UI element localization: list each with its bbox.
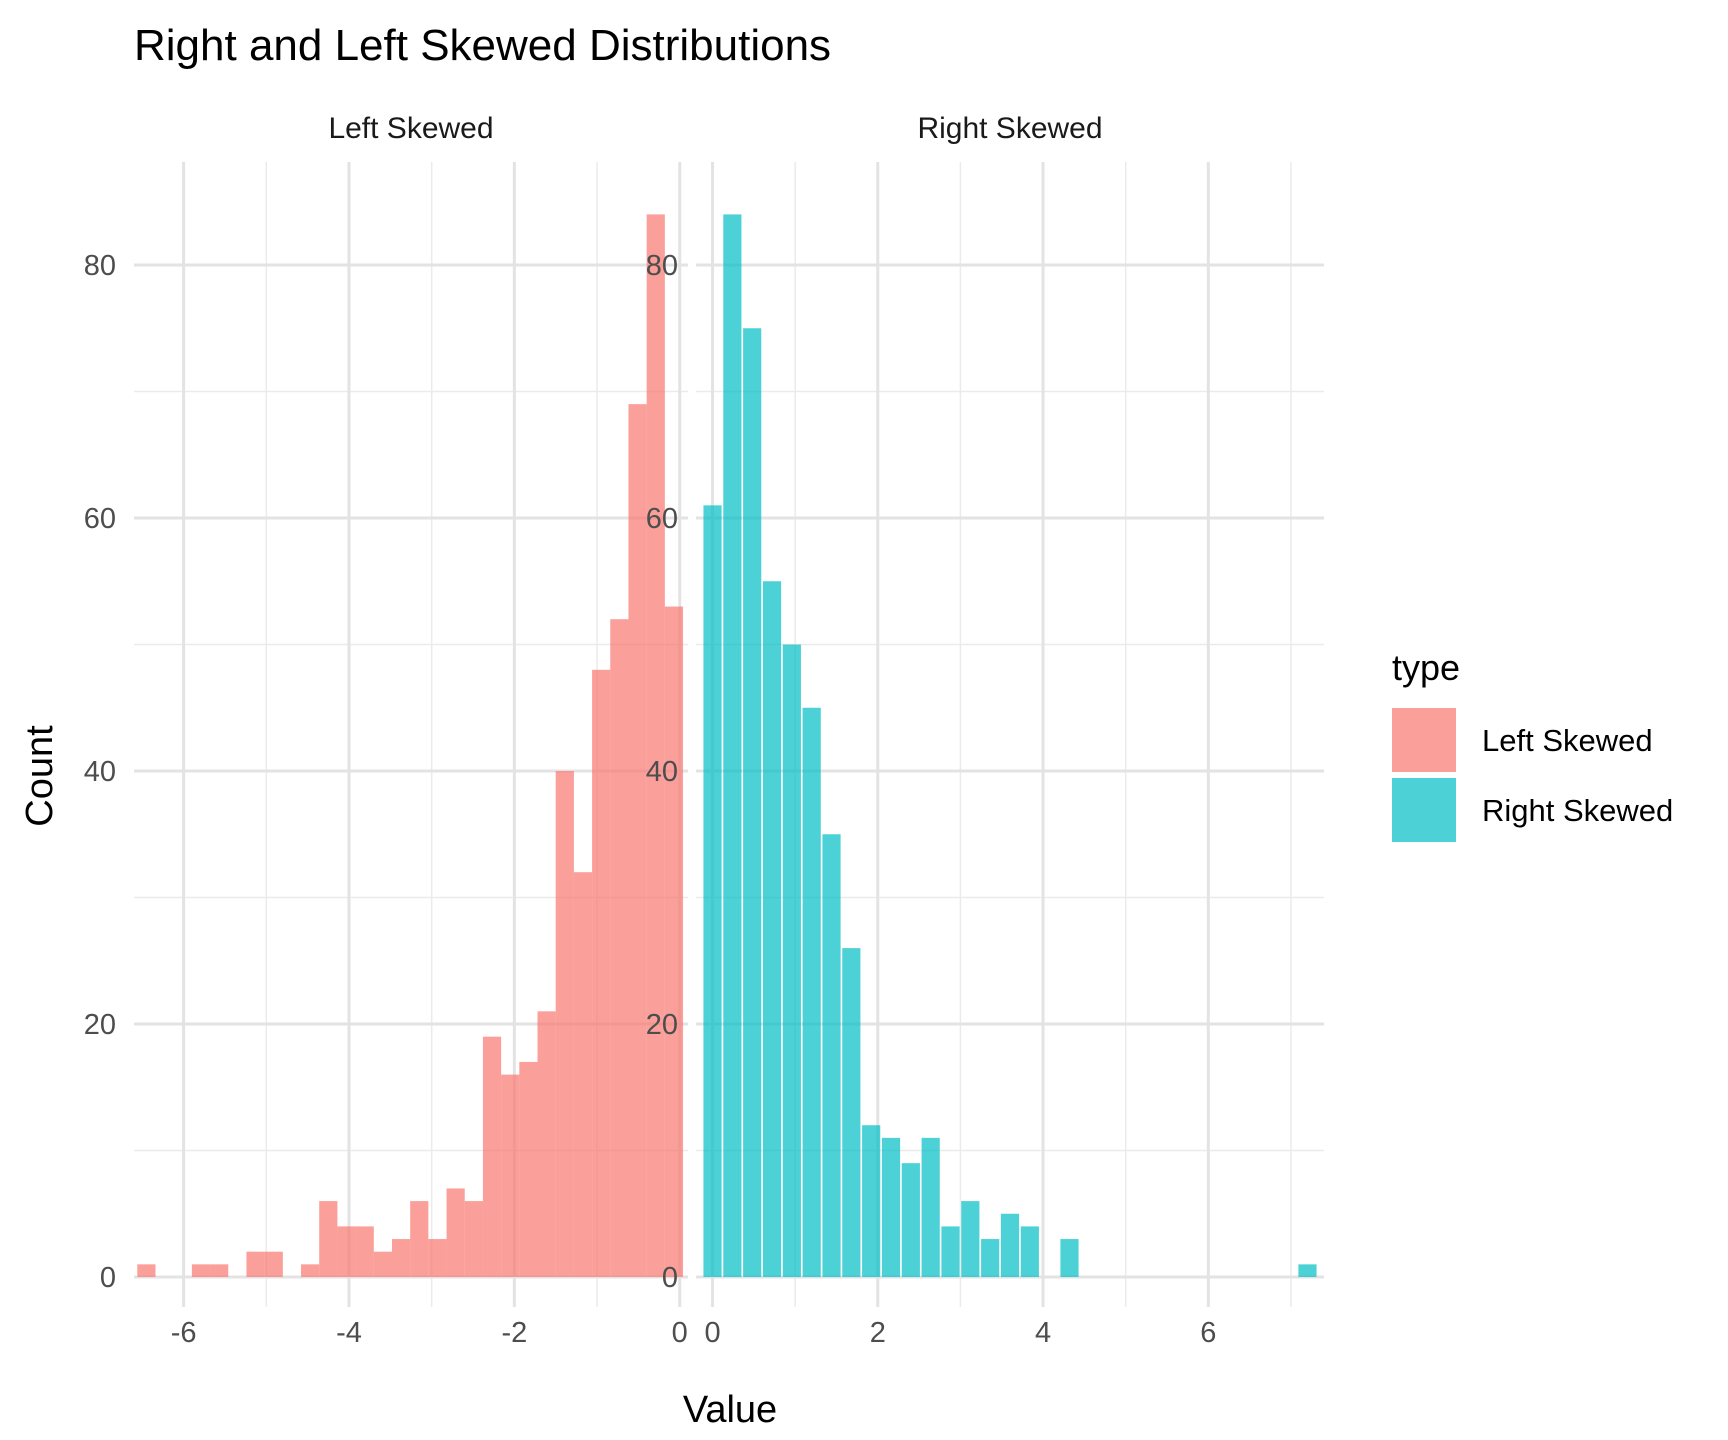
bar-left-skewed — [664, 606, 684, 1277]
bar-left-skewed — [210, 1264, 229, 1277]
bar-right-skewed — [1298, 1264, 1317, 1277]
legend-title: type — [1392, 647, 1460, 688]
x-tick-label: 2 — [870, 1317, 886, 1349]
bar-left-skewed — [446, 1188, 465, 1277]
bar-left-skewed — [610, 619, 629, 1277]
legend-key-right-skewed — [1392, 778, 1456, 842]
bar-left-skewed — [555, 771, 574, 1277]
y-tick-label: 60 — [646, 503, 678, 535]
y-tick-label: 60 — [84, 503, 116, 535]
bar-right-skewed — [842, 948, 861, 1277]
bar-right-skewed — [762, 581, 782, 1277]
x-tick-label: -2 — [501, 1317, 527, 1349]
x-tick-label: -4 — [336, 1317, 362, 1349]
bar-left-skewed — [482, 1036, 502, 1277]
facet-strip-label: Right Skewed — [917, 112, 1102, 145]
y-axis-label: Count — [19, 725, 61, 827]
bar-left-skewed — [246, 1251, 265, 1277]
bar-left-skewed — [391, 1239, 411, 1277]
bar-right-skewed — [862, 1125, 881, 1277]
bar-left-skewed — [428, 1239, 447, 1277]
y-tick-label: 80 — [84, 250, 116, 282]
bar-right-skewed — [1060, 1239, 1079, 1277]
bar-left-skewed — [301, 1264, 320, 1277]
bar-right-skewed — [961, 1201, 980, 1277]
panel-right-skewed: 0 20 40 60 80 0 2 4 6 Right Skewed — [646, 112, 1324, 1349]
bar-right-skewed — [782, 644, 801, 1277]
y-tick-label: 80 — [646, 250, 678, 282]
chart-title: Right and Left Skewed Distributions — [134, 21, 831, 70]
y-tick-label: 40 — [84, 756, 116, 788]
bar-left-skewed — [137, 1264, 156, 1277]
bar-left-skewed — [264, 1251, 283, 1277]
legend-label-right-skewed: Right Skewed — [1482, 793, 1673, 828]
bar-right-skewed — [703, 505, 722, 1278]
bar-left-skewed — [191, 1264, 211, 1277]
legend-label-left-skewed: Left Skewed — [1482, 723, 1653, 758]
x-tick-label: 4 — [1035, 1317, 1051, 1349]
bar-left-skewed — [537, 1011, 556, 1277]
y-tick-label: 0 — [662, 1262, 678, 1294]
x-tick-label: 0 — [672, 1317, 688, 1349]
bar-right-skewed — [822, 834, 841, 1277]
x-axis-label: Value — [683, 1389, 777, 1431]
y-tick-label: 40 — [646, 756, 678, 788]
bar-right-skewed — [723, 214, 742, 1277]
bar-right-skewed — [743, 328, 762, 1277]
bar-right-skewed — [901, 1163, 920, 1277]
bar-left-skewed — [519, 1061, 538, 1277]
y-tick-label: 20 — [84, 1009, 116, 1041]
bar-left-skewed — [337, 1226, 356, 1277]
bar-left-skewed — [573, 872, 593, 1277]
facet-strip-label: Left Skewed — [328, 112, 493, 145]
bar-left-skewed — [628, 404, 647, 1277]
y-tick-label: 0 — [100, 1262, 116, 1294]
bar-left-skewed — [373, 1251, 392, 1277]
panel-left-skewed: 0 20 40 60 80 -6 -4 -2 0 Left Skewed — [84, 112, 688, 1349]
bar-right-skewed — [881, 1137, 901, 1277]
bar-left-skewed — [592, 669, 611, 1277]
bar-left-skewed — [501, 1074, 520, 1277]
bar-left-skewed — [355, 1226, 374, 1277]
bar-right-skewed — [1020, 1226, 1039, 1277]
x-tick-label: 6 — [1200, 1317, 1216, 1349]
bar-right-skewed — [921, 1137, 940, 1277]
x-tick-label: -6 — [171, 1317, 197, 1349]
bar-left-skewed — [646, 214, 665, 1277]
bar-right-skewed — [981, 1239, 1000, 1277]
x-tick-label: 0 — [704, 1317, 720, 1349]
bar-left-skewed — [410, 1201, 429, 1277]
bar-left-skewed — [464, 1201, 483, 1277]
bar-right-skewed — [1000, 1213, 1020, 1277]
legend-key-left-skewed — [1392, 708, 1456, 772]
y-tick-label: 20 — [646, 1009, 678, 1041]
bar-right-skewed — [802, 707, 821, 1277]
bar-right-skewed — [941, 1226, 960, 1277]
legend: type Left Skewed Right Skewed — [1392, 647, 1673, 842]
bar-left-skewed — [319, 1201, 338, 1277]
